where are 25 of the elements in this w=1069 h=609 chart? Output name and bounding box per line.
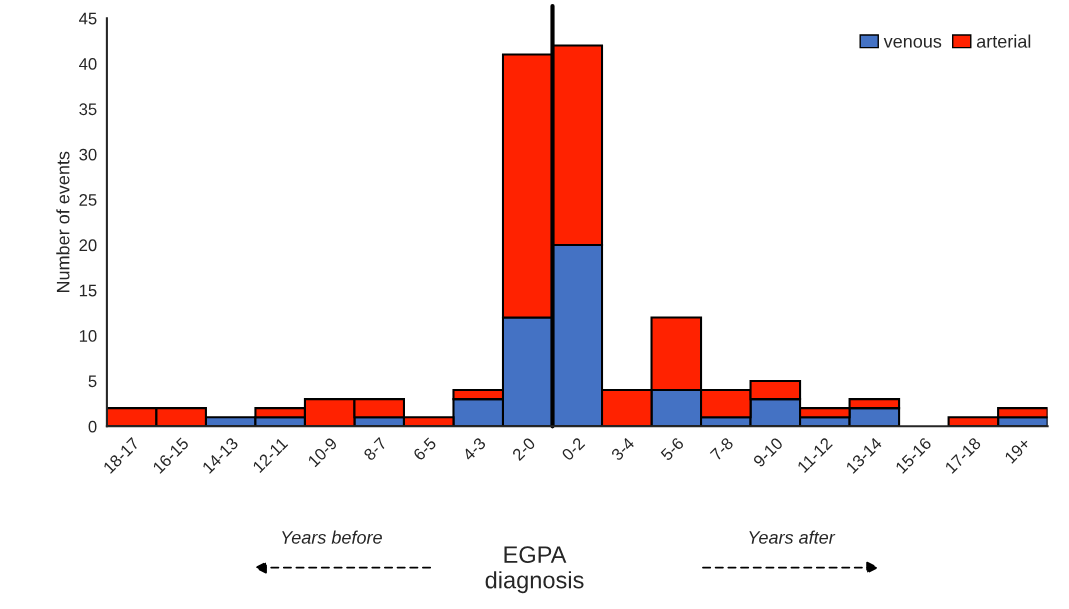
y-tick-label: 15 xyxy=(79,284,97,297)
y-tick-label: 45 xyxy=(79,12,97,25)
x-tick-label: 3-4 xyxy=(610,436,636,462)
x-tick-label: 8-7 xyxy=(363,436,388,462)
y-tick-label: 5 xyxy=(88,375,97,388)
x-tick-label: 4-3 xyxy=(461,436,487,462)
x-tick-label: 7-8 xyxy=(709,436,734,462)
x-tick-label: 5-6 xyxy=(660,436,685,462)
x-tick-label: 2-0 xyxy=(511,436,536,462)
y-tick-label: 30 xyxy=(79,148,97,161)
y-tick-label: 10 xyxy=(79,330,97,342)
legend-label: venous xyxy=(883,37,942,48)
y-tick-label: 35 xyxy=(79,103,97,116)
legend-label: arterial xyxy=(976,34,1031,48)
y-tick-label: 40 xyxy=(79,58,97,70)
y-tick-label: 0 xyxy=(88,420,97,433)
x-tick-label: 6-5 xyxy=(412,436,437,462)
text: Years after xyxy=(749,530,836,544)
y-tick-label: 20 xyxy=(79,239,97,252)
text: EGPA diagnosis xyxy=(485,546,584,594)
text: Years before xyxy=(282,530,382,544)
x-tick-label: 19+ xyxy=(1004,436,1031,464)
y-tick-label: 25 xyxy=(79,194,97,206)
x-tick-label: 0-2 xyxy=(561,436,586,462)
y-axis-title: Number of events xyxy=(56,151,70,293)
